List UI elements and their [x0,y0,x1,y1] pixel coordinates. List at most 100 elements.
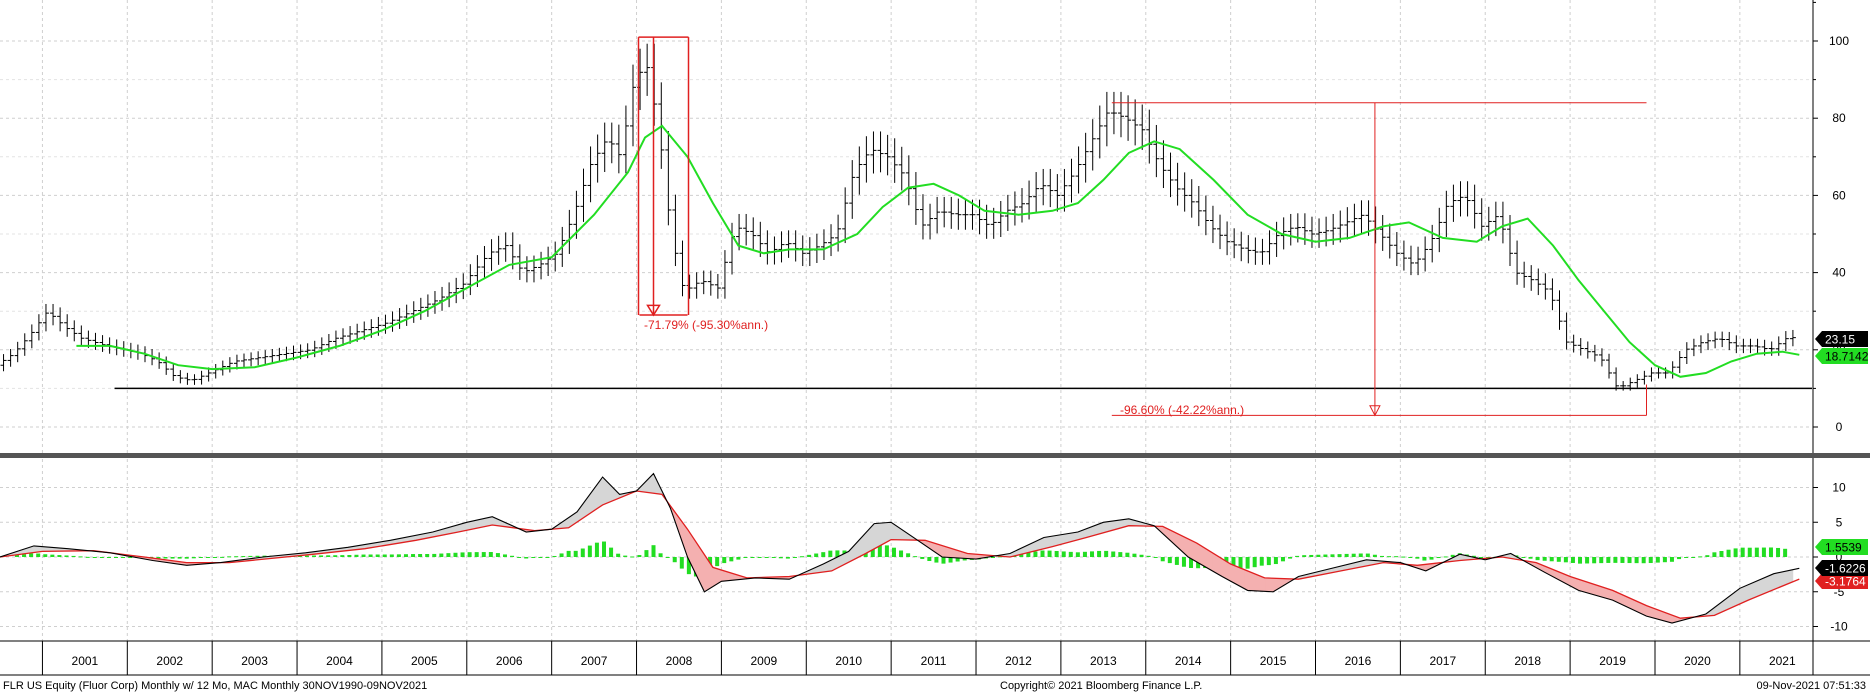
y-tick-label: 60 [1832,188,1846,202]
x-year-label: 2002 [156,654,183,668]
histogram-bar [1245,557,1250,569]
histogram-bar [198,557,203,558]
histogram-bar [297,555,302,557]
histogram-bar [1563,557,1568,563]
histogram-bar [672,557,677,563]
histogram-bar [1726,549,1731,557]
macd-signal-gap [473,519,478,530]
macd-signal-gap [1757,578,1762,597]
histogram-bar [1316,554,1321,557]
histogram-bar [1768,547,1773,557]
x-year-label: 2018 [1514,654,1541,668]
x-year-label: 2005 [411,654,438,668]
histogram-bar [347,555,352,557]
histogram-bar [460,552,465,557]
macd-signal-gap [1103,521,1108,534]
histogram-bar [906,553,911,557]
histogram-bar [644,550,649,557]
macd-signal-gap [1057,534,1062,546]
macd-signal-gap [1233,564,1238,586]
y-tick-label: 40 [1832,266,1846,280]
price-tags: 23.15 18.7142 1.5539 -3.1764-1.6226 [1815,331,1869,589]
macd-signal-gap [470,520,475,530]
histogram-bar [1556,557,1561,562]
histogram-bar [425,553,430,557]
histogram-bar [1669,557,1674,562]
macd-signal-gap [1202,546,1207,568]
histogram-bar [1280,557,1285,562]
histogram-bar [891,547,896,557]
histogram-bar [785,557,790,559]
histogram-bar [1259,557,1264,566]
histogram-bar [884,545,889,557]
histogram-bar [1082,551,1087,557]
histogram-bar [990,557,995,558]
panel-separator [0,453,1870,458]
histogram-bar [821,552,826,557]
macd-signal-gap [1580,579,1585,593]
histogram-bar [22,554,27,557]
histogram-bar [538,557,543,558]
macd-signal-gap [1230,563,1235,584]
x-year-label: 2001 [72,654,99,668]
macd-signal-gap [484,517,489,527]
signal-tag-box [1815,573,1868,589]
histogram-bar [1061,551,1066,557]
last-price-tag-box [1815,331,1868,347]
histogram-bar [1528,557,1533,559]
macd-signal-gap [1046,536,1051,549]
macd-signal-gap [1244,569,1249,591]
drawdown-arrowhead-2008 [646,304,661,317]
macd-signal-gap [650,474,655,494]
macd-signal-gap [1223,559,1228,580]
histogram-bar [113,557,118,558]
macd-signal-gap [477,518,482,529]
macd-signal-gap [1778,571,1783,589]
histogram-bar [326,555,331,557]
macd-signal-gap [1191,540,1196,562]
histogram-bar [1719,551,1724,557]
histogram-bar [1351,553,1356,557]
histogram-bar [361,554,366,557]
macd-line [0,472,1800,624]
histogram-bar [368,554,373,557]
histogram-bar [1033,551,1038,557]
x-year-label: 2020 [1684,654,1711,668]
x-year-label: 2006 [496,654,523,668]
histogram-bar [255,555,260,557]
histogram-bar [411,554,416,557]
macd-signal-gap [876,522,881,548]
histogram-bar [1104,550,1109,557]
histogram-bar [1712,552,1717,557]
histogram-bar [524,557,529,559]
histogram-bar [467,552,472,557]
macd-tick-label: -10 [1830,620,1848,634]
frame [0,0,1870,676]
histogram-bar [1238,557,1243,569]
histogram-bar [743,557,748,558]
macd-signal-gap [1771,572,1776,591]
histogram-bar [948,557,953,563]
x-year-label: 2017 [1429,654,1456,668]
histogram-bar [722,557,727,564]
histogram-bar [481,552,486,557]
histogram-bar [955,557,960,562]
macd-signal-gap [1187,538,1193,560]
moving-average-line [76,124,1800,378]
histogram-bar [1606,557,1611,563]
histogram-bar [998,556,1003,558]
histogram-bar [319,555,324,557]
histogram-bar [658,553,663,557]
x-year-label: 2011 [921,654,947,668]
macd-signal-gap [1591,582,1596,596]
histogram-bar [170,557,175,559]
histogram-bar [814,553,819,557]
x-year-label: 2010 [835,654,862,668]
histogram-bar [1740,547,1745,557]
histogram-bar [1641,557,1646,564]
histogram-bar [764,557,769,558]
histogram-bar [389,554,394,557]
histogram-tag: 1.5539 [1825,541,1862,555]
histogram-bar [1365,553,1370,557]
